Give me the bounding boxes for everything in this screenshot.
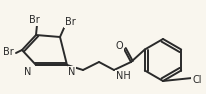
Text: N: N bbox=[68, 67, 75, 77]
Text: N: N bbox=[24, 67, 32, 77]
Text: Cl: Cl bbox=[191, 75, 201, 85]
Text: NH: NH bbox=[115, 71, 130, 81]
Text: Br: Br bbox=[64, 17, 75, 27]
Text: Br: Br bbox=[28, 15, 39, 25]
Text: O: O bbox=[115, 41, 122, 51]
Text: Br: Br bbox=[3, 47, 13, 57]
